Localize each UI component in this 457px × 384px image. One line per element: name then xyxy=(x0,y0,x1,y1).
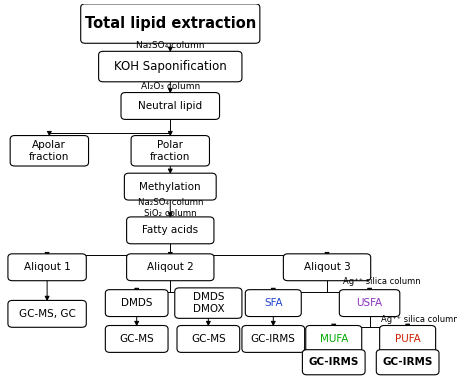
Text: GC-IRMS: GC-IRMS xyxy=(251,334,296,344)
Text: Na₂SO₄ column: Na₂SO₄ column xyxy=(136,41,205,50)
FancyBboxPatch shape xyxy=(283,254,371,281)
FancyBboxPatch shape xyxy=(175,288,242,318)
FancyBboxPatch shape xyxy=(131,136,209,166)
Text: GC-IRMS: GC-IRMS xyxy=(308,357,359,367)
FancyBboxPatch shape xyxy=(177,326,239,353)
FancyBboxPatch shape xyxy=(8,300,86,327)
FancyBboxPatch shape xyxy=(242,326,305,353)
FancyBboxPatch shape xyxy=(127,217,214,244)
Text: Na₂SO₄ column
SiO₂ column: Na₂SO₄ column SiO₂ column xyxy=(138,199,203,218)
FancyBboxPatch shape xyxy=(245,290,301,316)
FancyBboxPatch shape xyxy=(99,51,242,82)
FancyBboxPatch shape xyxy=(127,254,214,281)
FancyBboxPatch shape xyxy=(380,326,436,353)
Text: SFA: SFA xyxy=(264,298,282,308)
Text: KOH Saponification: KOH Saponification xyxy=(114,60,227,73)
Text: Apolar
fraction: Apolar fraction xyxy=(29,140,69,162)
Text: MUFA: MUFA xyxy=(319,334,348,344)
Text: DMDS
DMOX: DMDS DMOX xyxy=(192,292,224,314)
Text: GC-MS, GC: GC-MS, GC xyxy=(19,309,75,319)
FancyBboxPatch shape xyxy=(124,173,216,200)
Text: PUFA: PUFA xyxy=(395,334,420,344)
Text: GC-MS: GC-MS xyxy=(191,334,226,344)
Text: Aliqout 2: Aliqout 2 xyxy=(147,262,194,272)
Text: DMDS: DMDS xyxy=(121,298,153,308)
FancyBboxPatch shape xyxy=(105,326,168,353)
Text: Al₂O₃ column: Al₂O₃ column xyxy=(141,82,200,91)
Text: Aliqout 1: Aliqout 1 xyxy=(24,262,70,272)
Text: Ag⁺⁺ silica column: Ag⁺⁺ silica column xyxy=(381,315,457,324)
FancyBboxPatch shape xyxy=(340,290,400,316)
FancyBboxPatch shape xyxy=(376,350,439,375)
Text: Total lipid extraction: Total lipid extraction xyxy=(85,16,256,31)
FancyBboxPatch shape xyxy=(81,4,260,43)
FancyBboxPatch shape xyxy=(303,350,365,375)
FancyBboxPatch shape xyxy=(105,290,168,316)
Text: Fatty acids: Fatty acids xyxy=(142,225,198,235)
Text: Polar
fraction: Polar fraction xyxy=(150,140,191,162)
Text: Neutral lipid: Neutral lipid xyxy=(138,101,202,111)
Text: GC-IRMS: GC-IRMS xyxy=(383,357,433,367)
Text: GC-MS: GC-MS xyxy=(119,334,154,344)
FancyBboxPatch shape xyxy=(10,136,89,166)
FancyBboxPatch shape xyxy=(8,254,86,281)
Text: USFA: USFA xyxy=(356,298,383,308)
FancyBboxPatch shape xyxy=(121,93,219,119)
Text: Aliqout 3: Aliqout 3 xyxy=(303,262,351,272)
Text: Methylation: Methylation xyxy=(139,182,201,192)
FancyBboxPatch shape xyxy=(306,326,362,353)
Text: Ag⁺⁺ silica column: Ag⁺⁺ silica column xyxy=(343,277,420,286)
